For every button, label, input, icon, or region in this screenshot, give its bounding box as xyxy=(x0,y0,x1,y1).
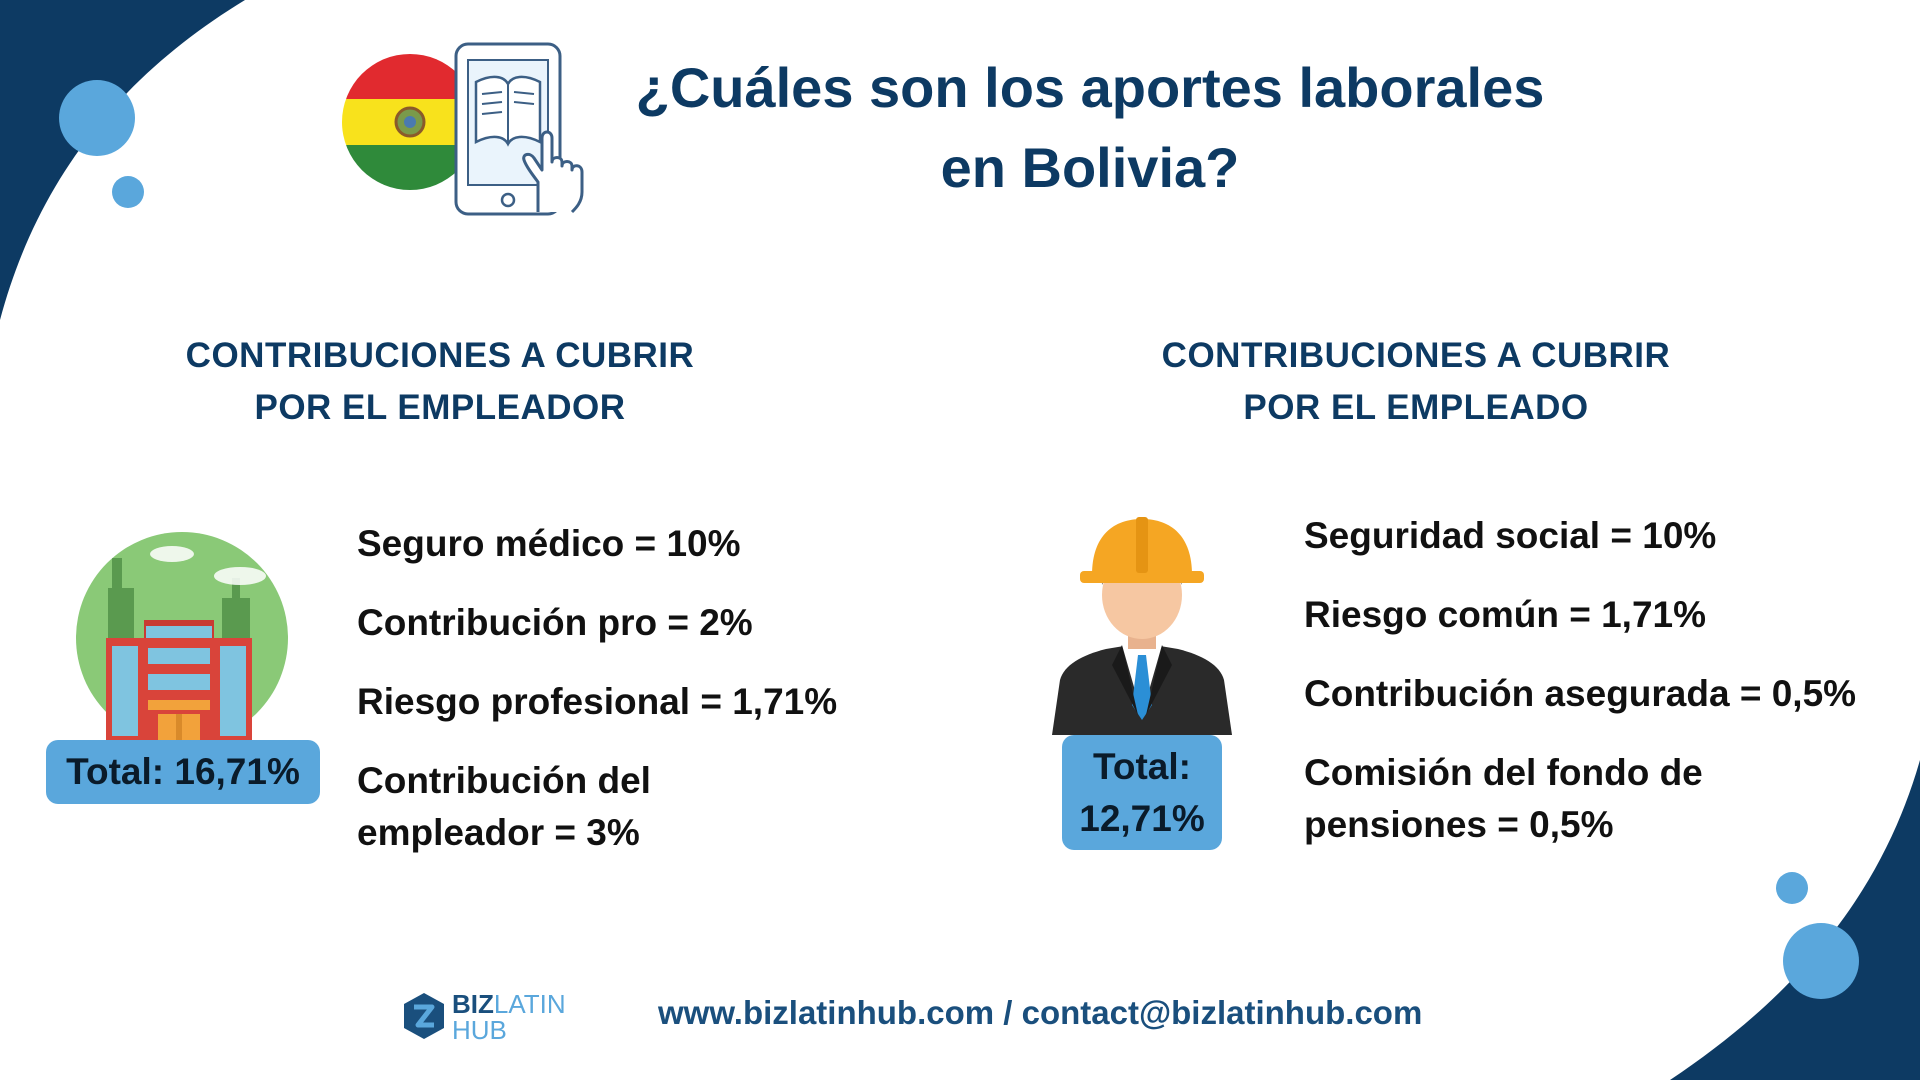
list-item: Riesgo profesional = 1,71% xyxy=(357,681,838,722)
bizlatinhub-logo[interactable]: BIZLATIN HUB xyxy=(402,985,582,1045)
employer-heading-line: POR EL EMPLEADOR xyxy=(254,388,626,427)
employee-heading: CONTRIBUCIONES A CUBRIR POR EL EMPLEADO xyxy=(1116,330,1716,434)
employee-total-badge: Total: 12,71% xyxy=(1062,735,1222,850)
employee-contribution-list: Seguridad social = 10% Riesgo común = 1,… xyxy=(1304,510,1904,851)
list-item: Contribución del xyxy=(357,760,651,801)
footer-contact[interactable]: www.bizlatinhub.com / contact@bizlatinhu… xyxy=(658,994,1558,1032)
list-item: Contribución asegurada = 0,5% xyxy=(1304,673,1857,714)
employee-total-label: Total: xyxy=(1093,746,1191,787)
decor-circle xyxy=(59,80,135,156)
logo-latin: LATIN xyxy=(493,989,566,1019)
employer-contribution-list: Seguro médico = 10% Contribución pro = 2… xyxy=(357,518,917,859)
employee-heading-line: CONTRIBUCIONES A CUBRIR xyxy=(1161,336,1671,375)
worker-icon xyxy=(1052,517,1232,735)
employer-heading: CONTRIBUCIONES A CUBRIR POR EL EMPLEADOR xyxy=(140,330,740,434)
employee-total-value: 12,71% xyxy=(1079,798,1205,839)
top-left-swoosh xyxy=(0,0,245,320)
list-item: Seguro médico = 10% xyxy=(357,523,741,564)
decor-circle xyxy=(1776,872,1808,904)
list-item: pensiones = 0,5% xyxy=(1304,804,1614,845)
list-item: Comisión del fondo de xyxy=(1304,752,1703,793)
bottom-right-swoosh xyxy=(1670,760,1920,1080)
list-item: empleador = 3% xyxy=(357,812,640,853)
decor-circle xyxy=(1783,923,1859,999)
bizlatinhub-logo-icon xyxy=(404,993,444,1039)
tablet-book-icon xyxy=(454,42,584,216)
employer-heading-line: CONTRIBUCIONES A CUBRIR xyxy=(185,336,695,375)
list-item: Contribución pro = 2% xyxy=(357,602,753,643)
list-item: Riesgo común = 1,71% xyxy=(1304,594,1706,635)
logo-biz: BIZ xyxy=(452,989,494,1019)
decor-circle xyxy=(112,176,144,208)
logo-hub: HUB xyxy=(452,1015,507,1045)
employer-total-label: Total: 16,71% xyxy=(66,751,300,792)
employee-heading-line: POR EL EMPLEADO xyxy=(1243,388,1589,427)
hand-pointer-icon xyxy=(522,130,584,214)
title-line: ¿Cuáles son los aportes laborales xyxy=(635,56,1545,119)
title-line: en Bolivia? xyxy=(940,136,1240,199)
page-title: ¿Cuáles son los aportes laborales en Bol… xyxy=(560,48,1620,208)
list-item: Seguridad social = 10% xyxy=(1304,515,1717,556)
contact-links[interactable]: www.bizlatinhub.com / contact@bizlatinhu… xyxy=(658,994,1423,1031)
building-icon xyxy=(76,532,288,743)
employer-total-badge: Total: 16,71% xyxy=(46,740,320,804)
